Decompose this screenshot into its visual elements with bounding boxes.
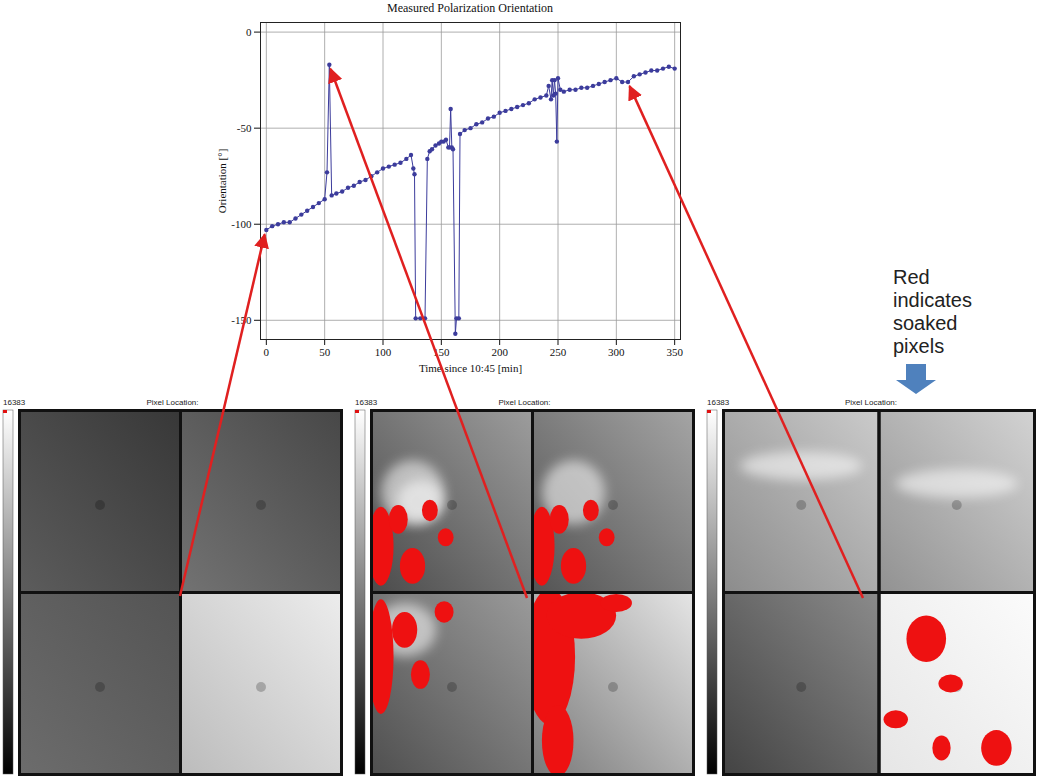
svg-text:16383: 16383 [707, 398, 730, 407]
svg-text:300: 300 [608, 346, 625, 358]
svg-text:Pixel Location:: Pixel Location: [845, 398, 897, 407]
svg-text:100: 100 [375, 346, 392, 358]
svg-text:-150: -150 [231, 314, 252, 326]
svg-text:50: 50 [319, 346, 331, 358]
svg-text:200: 200 [491, 346, 508, 358]
svg-text:Orientation [°]: Orientation [°] [216, 149, 228, 214]
svg-text:16383: 16383 [3, 398, 26, 407]
svg-text:Pixel Location:: Pixel Location: [146, 398, 198, 407]
html-text:Measured Polarization Orientat: Measured Polarization Orientation [387, 1, 553, 15]
html-text:Red indicates soaked pixels: Red indicates soaked pixels [893, 266, 972, 357]
svg-text:0: 0 [246, 26, 252, 38]
svg-text:Pixel Location:: Pixel Location: [498, 398, 550, 407]
svg-text:-50: -50 [237, 122, 252, 134]
svg-text:-100: -100 [231, 218, 252, 230]
svg-text:0: 0 [264, 346, 270, 358]
svg-text:250: 250 [550, 346, 567, 358]
svg-text:Time since 10:45 [min]: Time since 10:45 [min] [419, 362, 522, 374]
svg-text:350: 350 [666, 346, 683, 358]
svg-text:16383: 16383 [355, 398, 378, 407]
svg-text:150: 150 [433, 346, 450, 358]
